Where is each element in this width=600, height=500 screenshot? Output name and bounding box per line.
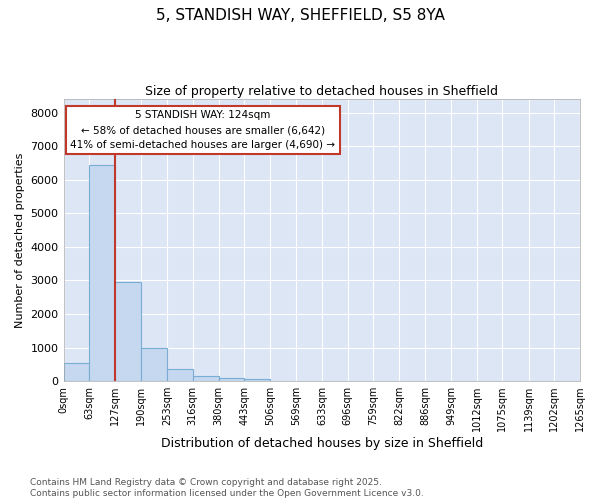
Y-axis label: Number of detached properties: Number of detached properties [15,152,25,328]
Bar [141,348,167,381]
Bar [218,378,244,381]
Text: 5, STANDISH WAY, SHEFFIELD, S5 8YA: 5, STANDISH WAY, SHEFFIELD, S5 8YA [155,8,445,22]
Bar [115,282,141,381]
Bar [64,362,89,381]
X-axis label: Distribution of detached houses by size in Sheffield: Distribution of detached houses by size … [161,437,483,450]
Text: 5 STANDISH WAY: 124sqm
← 58% of detached houses are smaller (6,642)
41% of semi-: 5 STANDISH WAY: 124sqm ← 58% of detached… [70,110,335,150]
Text: Contains HM Land Registry data © Crown copyright and database right 2025.
Contai: Contains HM Land Registry data © Crown c… [30,478,424,498]
Bar [193,376,218,381]
Title: Size of property relative to detached houses in Sheffield: Size of property relative to detached ho… [145,85,498,98]
Bar [89,164,115,381]
Bar [244,380,270,381]
Bar [167,368,193,381]
